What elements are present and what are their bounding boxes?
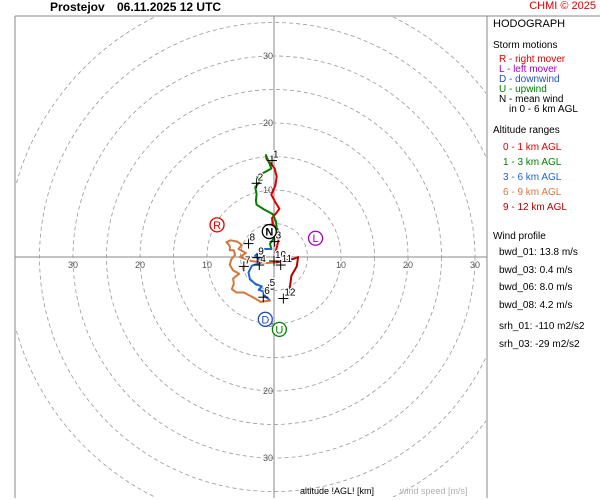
height-mark-label: 10 (275, 250, 287, 261)
storm-motions-list: R - right mover L - left mover D - downwin… (493, 55, 600, 105)
range-ring (72, 55, 476, 459)
height-mark-label: 9 (258, 247, 264, 258)
height-mark-label: 12 (284, 288, 296, 299)
storm-motions-title: Storm motions (493, 40, 558, 51)
ring-label: 20 (263, 118, 273, 128)
ring-label: 20 (263, 386, 273, 396)
storm-motion-marker (307, 230, 324, 246)
wind-profile-title: Wind profile (493, 231, 546, 242)
storm-motion-item: U - upwind (499, 84, 547, 95)
altitude-range-item: 3 - 6 km AGL (503, 172, 562, 183)
datetime-label: 06.11.2025 12 UTC (117, 0, 222, 14)
range-ring (39, 22, 486, 492)
ring-label: 30 (470, 260, 480, 270)
ring-label: 10 (336, 260, 346, 270)
storm-motion-label: D (261, 314, 269, 326)
ring-label: 10 (202, 260, 212, 270)
storm-motion-marker (261, 223, 277, 240)
height-mark-label: 11 (282, 254, 293, 265)
storm-motion-label: L (312, 233, 318, 245)
srh-item: srh_01: -110 m2/s2 (499, 321, 585, 332)
height-mark-label: 1 (273, 150, 279, 161)
altitude-ranges-title: Altitude ranges (493, 125, 560, 136)
storm-motion-marker (257, 311, 273, 327)
wind-profile-item: bwd_08: 4.2 m/s (499, 299, 573, 311)
range-ring (106, 89, 442, 425)
storm-motion-item: D - downwind (499, 74, 560, 85)
hodograph-segment (275, 256, 300, 296)
height-mark-label: 6 (264, 286, 270, 297)
ring-label: 20 (403, 260, 413, 270)
station-name: Prostejov (50, 0, 105, 14)
storm-motion-label: N (265, 227, 273, 239)
storm-motion-item: L - left mover (499, 64, 557, 75)
ring-label: 10 (263, 185, 273, 195)
hodograph-segment (225, 239, 278, 303)
legend-panel: HODOGRAPH Storm motions R - right mover L… (493, 18, 600, 353)
ring-label: 30 (263, 453, 273, 463)
altitude-range-item: 0 - 1 km AGL (503, 142, 562, 153)
storm-motion-marker (209, 217, 225, 233)
altitude-axis-label: altitude !AGL! [km] (300, 486, 375, 496)
storm-motion-item: N - mean wind (499, 94, 564, 105)
altitude-range-item: 9 - 12 km AGL (503, 202, 567, 213)
height-mark-label: 3 (276, 231, 282, 242)
range-ring (173, 156, 375, 358)
panel-title: HODOGRAPH (493, 18, 566, 30)
copyright-label: CHMI © 2025 (529, 0, 596, 12)
storm-motion-label: U (275, 324, 283, 336)
hodograph-segment (265, 154, 281, 254)
wind-profile-item: bwd_06: 8.0 m/s (499, 282, 573, 293)
storm-motion-marker (271, 321, 288, 338)
height-mark-label: 5 (270, 278, 276, 289)
altitude-range-item: 1 - 3 km AGL (503, 157, 562, 168)
storm-motion-item: R - right mover (499, 54, 566, 65)
ring-label: 20 (135, 260, 145, 270)
ring-label: 30 (68, 260, 78, 270)
altitude-ranges-list: 0 - 1 km AGL 1 - 3 km AGL 3 - 6 km AGL 6 - … (493, 140, 600, 215)
srh-item: srh_03: -29 m2/s2 (499, 338, 580, 350)
wind-profile-item: bwd_03: 0.4 m/s (499, 264, 573, 276)
height-mark-label: 4 (260, 254, 266, 265)
altitude-range-item: 6 - 9 km AGL (503, 187, 562, 198)
height-mark-label: 7 (245, 255, 251, 266)
storm-motion-label: R (213, 220, 221, 232)
height-mark-label: 2 (258, 172, 264, 183)
wind-profile-list: bwd_01: 13.8 m/s bwd_03: 0.4 m/s bwd_06: 8… (493, 244, 600, 314)
mean-wind-note: in 0 - 6 km AGL (509, 104, 578, 115)
wind-speed-label: wind speed [m/s] (400, 486, 468, 496)
wind-profile-item: bwd_01: 13.8 m/s (499, 247, 578, 258)
srh-list: srh_01: -110 m2/s2 srh_03: -29 m2/s2 (493, 318, 600, 353)
ring-label: 30 (263, 51, 273, 61)
range-ring (139, 122, 409, 392)
height-mark-label: 8 (250, 233, 256, 244)
